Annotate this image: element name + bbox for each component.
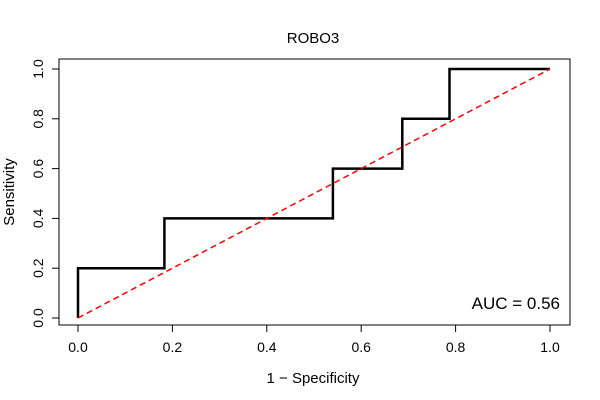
x-tick-label: 1.0 bbox=[540, 339, 560, 355]
plot-frame bbox=[58, 58, 571, 326]
y-tick-label: 0.2 bbox=[30, 258, 46, 278]
chance-diagonal-line bbox=[77, 68, 551, 319]
y-axis: 0.0 0.2 0.4 0.6 0.8 1.0 bbox=[30, 59, 60, 328]
y-tick-label: 0.4 bbox=[30, 208, 46, 228]
chart-title: ROBO3 bbox=[287, 30, 340, 47]
x-tick-label: 0.4 bbox=[257, 339, 277, 355]
auc-annotation: AUC = 0.56 bbox=[472, 294, 560, 313]
y-tick-label: 0.6 bbox=[30, 159, 46, 179]
x-tick-label: 0.0 bbox=[68, 339, 88, 355]
y-tick-label: 1.0 bbox=[30, 59, 46, 79]
x-axis: 0.0 0.2 0.4 0.6 0.8 1.0 bbox=[68, 324, 560, 355]
y-tick-label: 0.0 bbox=[30, 308, 46, 328]
x-axis-label: 1 − Specificity bbox=[267, 370, 360, 387]
roc-curve-line bbox=[76, 67, 550, 318]
y-axis-label: Sensitivity bbox=[1, 158, 18, 226]
x-tick-label: 0.6 bbox=[351, 339, 371, 355]
y-tick-label: 0.8 bbox=[30, 109, 46, 129]
x-tick-label: 0.8 bbox=[446, 339, 466, 355]
x-tick-label: 0.2 bbox=[163, 339, 183, 355]
series-group bbox=[76, 67, 551, 319]
